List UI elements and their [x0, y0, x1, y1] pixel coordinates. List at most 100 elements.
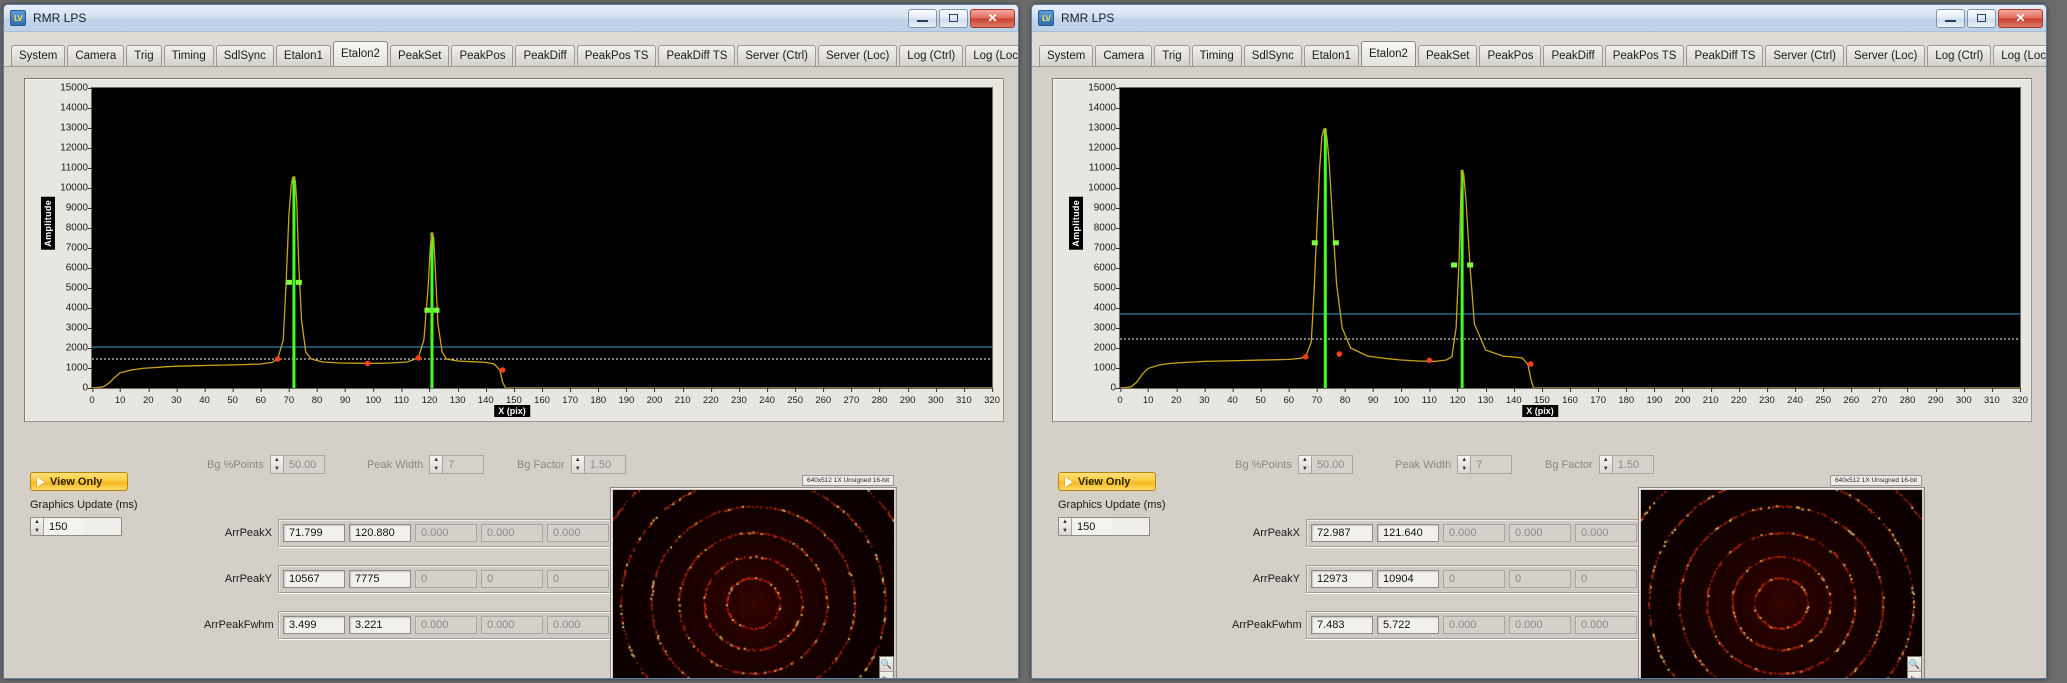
tab-etalon2[interactable]: Etalon2 [1360, 41, 1416, 66]
array-cell[interactable]: 0 [1509, 570, 1571, 588]
minimize-button[interactable] [908, 8, 937, 28]
close-button[interactable]: ✕ [1998, 8, 2043, 28]
peak-width-value[interactable]: 7 [443, 456, 484, 473]
array-cell[interactable]: 0.000 [1575, 616, 1637, 634]
array-cell[interactable]: 0.000 [481, 616, 543, 634]
titlebar-left[interactable]: LV RMR LPS ✕ [4, 5, 1018, 32]
stepper-arrows-icon[interactable]: ▲ ▼ [1599, 456, 1613, 473]
array-cell[interactable]: 3.499 [283, 616, 345, 634]
maximize-button[interactable] [939, 8, 968, 28]
bg-factor-value[interactable]: 1.50 [1612, 456, 1653, 473]
tab-peakdiff[interactable]: PeakDiff [515, 45, 575, 66]
peak-width-stepper[interactable]: ▲ ▼ 7 [429, 455, 485, 474]
bg-factor-stepper[interactable]: ▲ ▼ 1.50 [1598, 455, 1654, 474]
bg-points-stepper[interactable]: ▲ ▼ 50.00 [269, 455, 325, 474]
array-cell[interactable]: 3.221 [349, 616, 411, 634]
array-cell[interactable]: 5.722 [1377, 616, 1439, 634]
tab-peakpos[interactable]: PeakPos [451, 45, 514, 66]
array-cell[interactable]: 0 [1443, 570, 1505, 588]
bg-factor-stepper[interactable]: ▲ ▼ 1.50 [570, 455, 626, 474]
bg-points-stepper[interactable]: ▲ ▼ 50.00 [1297, 455, 1353, 474]
image-tools[interactable]: 🔍 ▷ ✋ [879, 656, 894, 678]
graphics-update-value[interactable]: 150 [44, 518, 84, 535]
array-cell[interactable]: 0.000 [481, 524, 543, 542]
array-cell[interactable]: 0 [415, 570, 477, 588]
array-cell[interactable]: 71.799 [283, 524, 345, 542]
tab-etalon1[interactable]: Etalon1 [275, 45, 331, 66]
bg-points-value[interactable]: 50.00 [1311, 456, 1352, 473]
array-cell[interactable]: 12973 [1311, 570, 1373, 588]
graphics-update-value[interactable]: 150 [1072, 518, 1112, 535]
tab-log-ctrl[interactable]: Log (Ctrl) [899, 45, 964, 66]
stepper-arrows-icon[interactable]: ▲ ▼ [31, 518, 44, 535]
bg-points-value[interactable]: 50.00 [283, 456, 324, 473]
tab-peakset[interactable]: PeakSet [1417, 45, 1478, 66]
tab-timing[interactable]: Timing [1191, 45, 1242, 66]
tab-peakdiff-ts[interactable]: PeakDiff TS [658, 45, 736, 66]
bg-factor-value[interactable]: 1.50 [584, 456, 625, 473]
close-button[interactable]: ✕ [970, 8, 1015, 28]
stepper-arrows-icon[interactable]: ▲ ▼ [1298, 456, 1312, 473]
tab-sdlsync[interactable]: SdlSync [215, 45, 274, 66]
plot-area-right[interactable]: 0 1000 2000 3000 4000 5000 6000 7000 8000 9000 100… [1088, 83, 2028, 407]
zoom-tool-icon[interactable]: 🔍 [1908, 657, 1921, 672]
tab-etalon1[interactable]: Etalon1 [1303, 45, 1359, 66]
select-tool-icon[interactable]: ▷ [1908, 672, 1921, 678]
titlebar-right[interactable]: LV RMR LPS ✕ [1032, 5, 2046, 32]
array-cell[interactable]: 10567 [283, 570, 345, 588]
array-cell[interactable]: 7.483 [1311, 616, 1373, 634]
array-cell[interactable]: 0 [547, 570, 609, 588]
graphics-update-stepper[interactable]: ▲ ▼ 150 [30, 517, 122, 536]
zoom-tool-icon[interactable]: 🔍 [880, 657, 893, 672]
tab-sdlsync[interactable]: SdlSync [1243, 45, 1302, 66]
image-viewer-left[interactable]: 640x512 1X Unsigned 16-bit 🔍 ▷ ✋ [610, 475, 897, 678]
tab-camera[interactable]: Camera [67, 45, 125, 66]
maximize-button[interactable] [1967, 8, 1996, 28]
array-cell[interactable]: 72.987 [1311, 524, 1373, 542]
stepper-arrows-icon[interactable]: ▲ ▼ [270, 456, 284, 473]
etalon-ring-image[interactable] [613, 490, 894, 678]
view-only-button[interactable]: View Only [1058, 472, 1156, 491]
array-cell[interactable]: 0 [1575, 570, 1637, 588]
array-cell[interactable]: 10904 [1377, 570, 1439, 588]
array-cell[interactable]: 0.000 [1443, 616, 1505, 634]
tab-server-loc[interactable]: Server (Loc) [818, 45, 898, 66]
array-cell[interactable]: 0.000 [1509, 524, 1571, 542]
image-viewer-right[interactable]: 640x512 1X Unsigned 16-bit 🔍 ▷ ✋ [1638, 475, 1925, 678]
array-cell[interactable]: 0.000 [1575, 524, 1637, 542]
tab-camera[interactable]: Camera [1095, 45, 1153, 66]
tab-timing[interactable]: Timing [163, 45, 214, 66]
array-cell[interactable]: 0.000 [547, 616, 609, 634]
tab-log-loc[interactable]: Log (Loc) [1993, 45, 2046, 66]
tab-log-ctrl[interactable]: Log (Ctrl) [1927, 45, 1992, 66]
stepper-arrows-icon[interactable]: ▲ ▼ [1059, 518, 1072, 535]
stepper-arrows-icon[interactable]: ▲ ▼ [571, 456, 585, 473]
array-cell[interactable]: 120.880 [349, 524, 411, 542]
tab-log-loc[interactable]: Log (Loc) [965, 45, 1018, 66]
view-only-button[interactable]: View Only [30, 472, 128, 491]
tab-etalon2[interactable]: Etalon2 [332, 41, 388, 66]
peak-width-value[interactable]: 7 [1471, 456, 1512, 473]
tab-server-ctrl[interactable]: Server (Ctrl) [1765, 45, 1845, 66]
graphics-update-stepper[interactable]: ▲ ▼ 150 [1058, 517, 1150, 536]
tab-peakpos-ts[interactable]: PeakPos TS [1604, 45, 1685, 66]
tab-peakdiff-ts[interactable]: PeakDiff TS [1686, 45, 1764, 66]
tab-system[interactable]: System [1039, 45, 1094, 66]
select-tool-icon[interactable]: ▷ [880, 672, 893, 678]
etalon-ring-image[interactable] [1641, 490, 1922, 678]
tab-peakset[interactable]: PeakSet [389, 45, 450, 66]
array-cell[interactable]: 0 [481, 570, 543, 588]
image-tools[interactable]: 🔍 ▷ ✋ [1907, 656, 1922, 678]
tab-trig[interactable]: Trig [126, 45, 162, 66]
tab-server-ctrl[interactable]: Server (Ctrl) [737, 45, 817, 66]
array-cell[interactable]: 0.000 [415, 524, 477, 542]
array-cell[interactable]: 7775 [349, 570, 411, 588]
plot-area-left[interactable]: 0 1000 2000 3000 4000 5000 6000 7000 8000 9000 100… [60, 83, 1000, 407]
stepper-arrows-icon[interactable]: ▲ ▼ [1458, 456, 1472, 473]
tab-peakpos-ts[interactable]: PeakPos TS [576, 45, 657, 66]
tab-server-loc[interactable]: Server (Loc) [1846, 45, 1926, 66]
array-cell[interactable]: 0.000 [415, 616, 477, 634]
array-cell[interactable]: 0.000 [1443, 524, 1505, 542]
tab-system[interactable]: System [11, 45, 66, 66]
tab-trig[interactable]: Trig [1154, 45, 1190, 66]
